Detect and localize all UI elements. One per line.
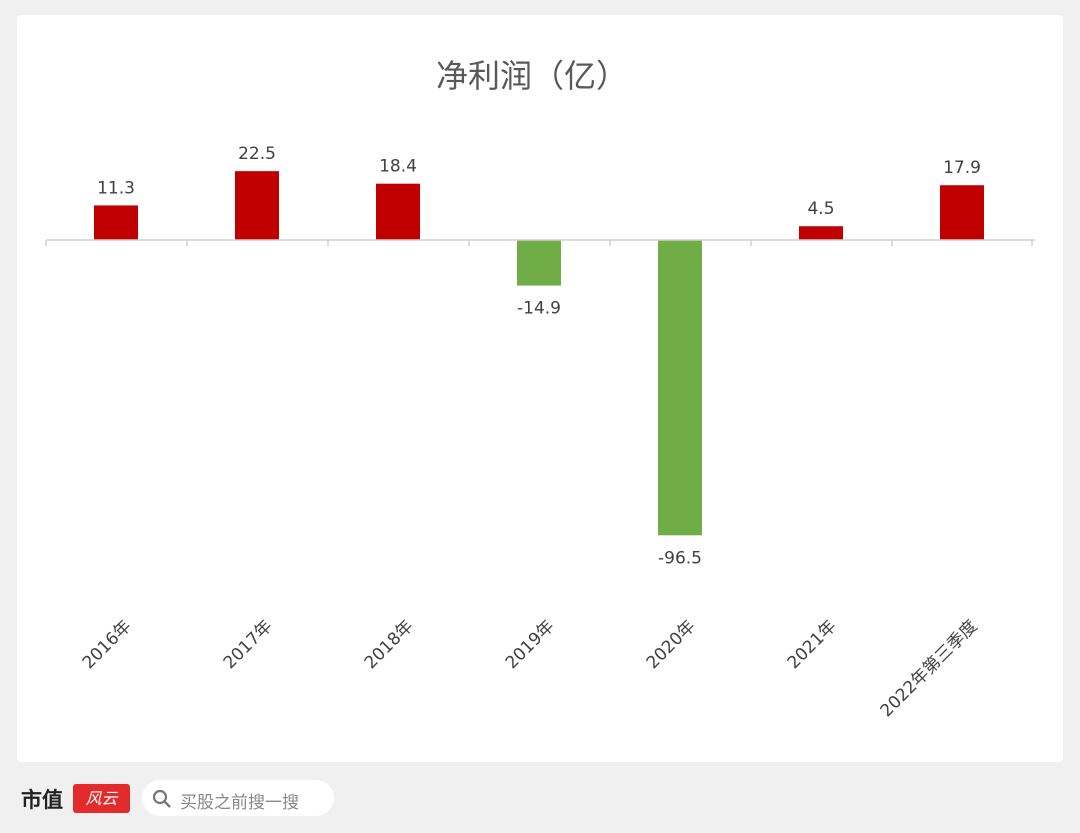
search-placeholder: 买股之前搜一搜 (180, 793, 299, 813)
data-label: 11.3 (97, 178, 135, 198)
x-tick-label: 2019年 (502, 616, 559, 673)
logo-badge: 风云 (73, 784, 130, 813)
logo[interactable]: 市值 (21, 787, 63, 812)
bar-chart: 净利润（亿） 11.3 22.5 18.4 -14.9 -96.5 4.5 17.9 201… (45, 57, 1035, 721)
footer-bar: 市值 风云 买股之前搜一搜 (0, 762, 1080, 833)
data-label: -96.5 (658, 548, 702, 568)
bar (940, 185, 984, 240)
bar (94, 205, 138, 240)
data-label: 4.5 (807, 199, 834, 219)
x-tick-label: 2020年 (643, 616, 700, 673)
x-tick-label: 2016年 (79, 616, 136, 673)
x-tick-label: 2022年第三季度 (877, 616, 982, 721)
chart-title: 净利润（亿） (436, 57, 628, 95)
data-label: 22.5 (238, 144, 276, 164)
x-tick-label: 2017年 (220, 616, 277, 673)
bar (658, 240, 702, 536)
data-label: 18.4 (379, 157, 417, 177)
bar (799, 226, 843, 240)
data-label: -14.9 (517, 299, 561, 319)
bar (235, 171, 279, 240)
data-label: 17.9 (943, 158, 981, 178)
chart-card: 净利润（亿） 11.3 22.5 18.4 -14.9 -96.5 4.5 17.9 201… (17, 15, 1063, 762)
search-icon (152, 789, 171, 808)
search-box[interactable]: 买股之前搜一搜 (142, 780, 334, 816)
x-tick-label: 2021年 (784, 616, 841, 673)
bar (376, 183, 420, 240)
bar (517, 240, 561, 286)
x-tick-label: 2018年 (361, 616, 418, 673)
